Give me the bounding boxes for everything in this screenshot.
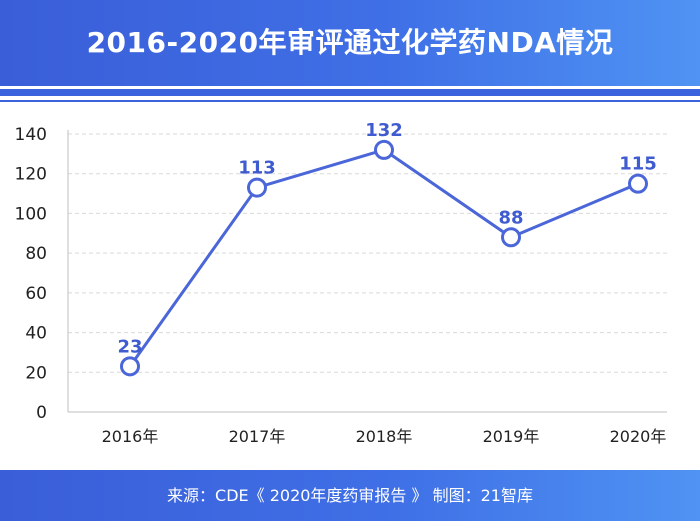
- data-label: 23: [117, 336, 142, 357]
- y-tick-label: 120: [15, 165, 47, 185]
- data-point: [247, 177, 267, 198]
- y-tick-label: 0: [36, 403, 47, 423]
- x-tick-label: 2017年: [229, 427, 286, 446]
- data-point: [120, 356, 140, 377]
- header-divider-thick: [0, 89, 700, 96]
- y-tick-label: 80: [25, 244, 47, 264]
- x-tick-label: 2018年: [356, 427, 413, 446]
- data-label: 88: [498, 207, 523, 228]
- y-tick-label: 20: [25, 363, 47, 383]
- line-chart: 0 20 40 60 80 100 120 140 2016年 2017年 2018年 2019年 20…: [15, 120, 667, 446]
- y-tick-label: 60: [25, 284, 47, 304]
- y-tick-label: 140: [15, 125, 47, 145]
- x-tick-label: 2020年: [610, 427, 667, 446]
- source-note: 来源：CDE《 2020年度药审报告 》 制图：21智库: [167, 486, 533, 505]
- x-tick-label: 2016年: [102, 427, 159, 446]
- data-label: 132: [365, 120, 403, 141]
- y-tick-label: 100: [15, 204, 47, 224]
- series-line: [128, 148, 639, 368]
- data-point: [628, 173, 648, 194]
- data-point: [501, 227, 521, 248]
- data-label: 113: [238, 158, 276, 179]
- header-banner: 2016-2020年审评通过化学药NDA情况: [0, 0, 700, 86]
- data-point: [374, 139, 394, 160]
- header-divider-thin: [0, 100, 700, 102]
- x-tick-label: 2019年: [483, 427, 540, 446]
- data-label: 115: [619, 154, 657, 175]
- y-tick-label: 40: [25, 324, 47, 344]
- footer-banner: 来源：CDE《 2020年度药审报告 》 制图：21智库: [0, 470, 700, 521]
- page-title: 2016-2020年审评通过化学药NDA情况: [86, 26, 614, 59]
